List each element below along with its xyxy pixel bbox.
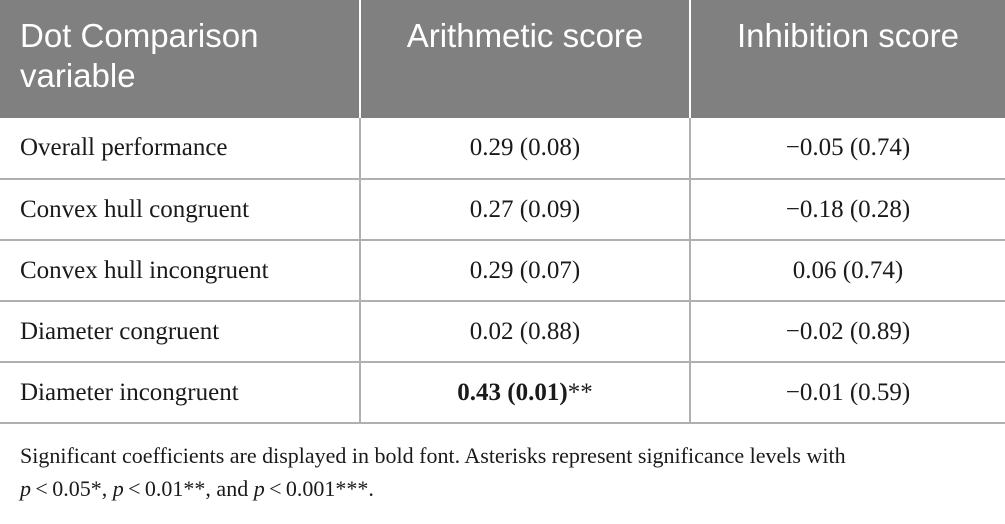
footnote-t3: < 0.001***. [264, 476, 374, 501]
footnote-p1: p [20, 476, 31, 501]
cell-variable: Diameter incongruent [0, 362, 361, 424]
cell-variable: Overall performance [0, 118, 361, 180]
correlation-table: Dot Comparison variable Arithmetic score… [0, 0, 1005, 424]
data-table: Dot Comparison variable Arithmetic score… [0, 0, 1005, 424]
footnote-t2: < 0.01**, and [123, 476, 254, 501]
table-body: Overall performance 0.29 (0.08) −0.05 (0… [0, 118, 1005, 424]
cell-inhibition: −0.01 (0.59) [690, 362, 1005, 424]
footnote-p3: p [253, 476, 265, 501]
table-row: Diameter incongruent 0.43 (0.01)** −0.01… [0, 362, 1005, 424]
cell-arithmetic-value: 0.27 (0.09) [469, 195, 581, 223]
significance-stars: ** [567, 378, 593, 406]
cell-arithmetic-value: 0.29 (0.08) [469, 134, 581, 161]
cell-arithmetic: 0.27 (0.09) [360, 179, 691, 241]
table-row: Convex hull incongruent 0.29 (0.07) 0.06… [0, 240, 1005, 302]
table-header: Dot Comparison variable Arithmetic score… [0, 0, 1005, 118]
cell-variable: Diameter congruent [0, 301, 361, 363]
cell-variable: Convex hull incongruent [0, 240, 361, 302]
cell-inhibition: −0.02 (0.89) [690, 301, 1005, 363]
cell-variable: Convex hull congruent [0, 179, 361, 241]
header-inhibition: Inhibition score [690, 0, 1005, 118]
table-row: Diameter congruent 0.02 (0.88) −0.02 (0.… [0, 301, 1005, 363]
cell-arithmetic-value: 0.29 (0.07) [469, 256, 581, 284]
cell-inhibition: 0.06 (0.74) [690, 240, 1005, 302]
table-row: Convex hull congruent 0.27 (0.09) −0.18 … [0, 179, 1005, 241]
header-variable: Dot Comparison variable [0, 0, 361, 118]
cell-inhibition: −0.05 (0.74) [690, 118, 1005, 180]
table-row: Overall performance 0.29 (0.08) −0.05 (0… [0, 118, 1005, 180]
footnote-line1: Significant coefficients are displayed i… [20, 443, 846, 468]
cell-arithmetic: 0.43 (0.01)** [360, 362, 691, 424]
cell-arithmetic-value: 0.02 (0.88) [469, 317, 581, 345]
cell-arithmetic: 0.29 (0.07) [360, 240, 691, 302]
cell-inhibition: −0.18 (0.28) [690, 179, 1005, 241]
cell-arithmetic: 0.02 (0.88) [360, 301, 691, 363]
cell-arithmetic-value-significant: 0.43 (0.01) [457, 378, 568, 406]
cell-arithmetic: 0.29 (0.08) [360, 118, 691, 180]
header-arithmetic: Arithmetic score [360, 0, 691, 118]
footnote-p2: p [112, 476, 124, 501]
table-footnote: Significant coefficients are displayed i… [20, 439, 990, 505]
footnote-t1: < 0.05*, [31, 476, 113, 501]
header-row: Dot Comparison variable Arithmetic score… [0, 0, 1005, 118]
